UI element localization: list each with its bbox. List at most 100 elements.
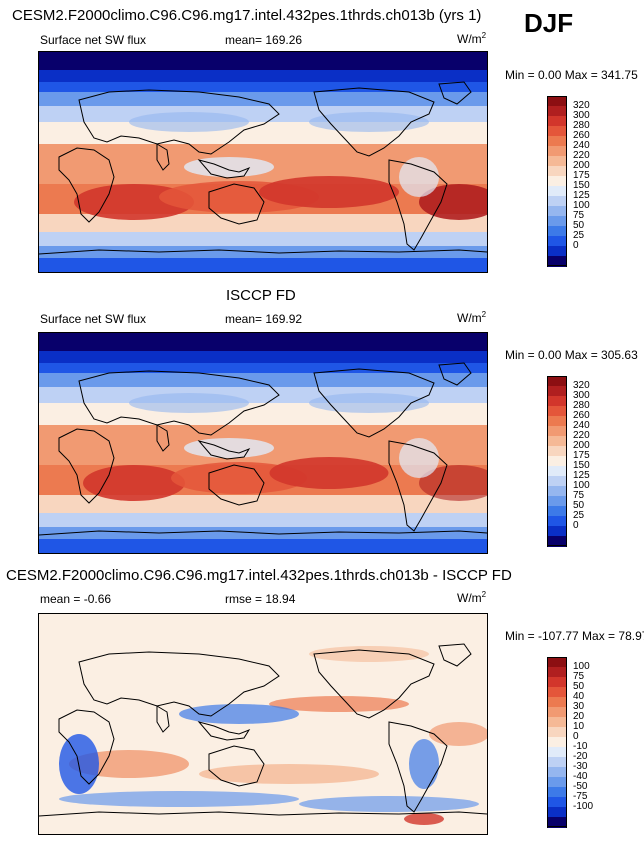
- panel1-units: W/m2: [457, 31, 487, 46]
- colorbar-tick-label: 25: [573, 510, 585, 521]
- coastline: [313, 649, 435, 719]
- colorbar-frame: [547, 657, 567, 827]
- field-blob: [269, 696, 409, 712]
- colorbar-tick-label: 260: [573, 130, 590, 141]
- field-blob: [399, 157, 439, 197]
- field-blob: [199, 764, 379, 784]
- colorbar-tick-label: 220: [573, 430, 590, 441]
- colorbar-tick-label: 25: [573, 230, 585, 241]
- colorbar-tick-label: 220: [573, 150, 590, 161]
- field-band: [39, 232, 487, 246]
- coastline: [197, 440, 251, 460]
- field-band: [39, 373, 487, 387]
- coastline: [39, 811, 487, 817]
- field-band: [39, 70, 487, 82]
- coastline: [197, 159, 251, 179]
- coastline: [388, 159, 448, 251]
- coastline: [78, 370, 280, 436]
- colorbar-tick-label: 50: [573, 681, 585, 692]
- field-blob: [309, 112, 429, 132]
- colorbar-tick-label: 100: [573, 661, 590, 672]
- panel2-mean-label: mean= 169.92: [225, 312, 303, 326]
- colorbar-tick-label: 200: [573, 160, 590, 171]
- colorbar-tick-label: -75: [573, 791, 588, 802]
- field-blob: [59, 791, 299, 807]
- colorbar-tick-label: 200: [573, 440, 590, 451]
- field-band: [39, 539, 487, 553]
- colorbar-tick-label: 240: [573, 420, 590, 431]
- coastline: [388, 440, 448, 532]
- field-blob: [259, 176, 399, 208]
- panel1-colorbar: 320 300 280 260 240 220 200 175 150 125 100 75 50 25 0: [547, 96, 607, 267]
- panel3-colorbar: 100 75 50 40 30 20 10 0 -10 -20 -30 -40 -50 -75 -100: [547, 657, 607, 828]
- panel3-map: [38, 613, 488, 835]
- field-blob: [399, 438, 439, 478]
- coastline: [208, 183, 265, 225]
- colorbar-tick-label: 100: [573, 200, 590, 211]
- colorbar-frame: [547, 96, 567, 266]
- colorbar-tick-label: 150: [573, 460, 590, 471]
- colorbar-tick-label: 280: [573, 400, 590, 411]
- field-blob: [129, 112, 249, 132]
- field-blob: [409, 739, 439, 789]
- field-band: [39, 351, 487, 363]
- colorbar-tick-label: 125: [573, 470, 590, 481]
- colorbar-tick-label: 320: [573, 380, 590, 391]
- colorbar-tick-label: 125: [573, 190, 590, 201]
- panel2-units: W/m2: [457, 310, 487, 325]
- colorbar-tick-label: 150: [573, 180, 590, 191]
- colorbar-tick-label: -40: [573, 771, 588, 782]
- field-blob: [299, 796, 479, 812]
- coastline: [388, 721, 448, 813]
- field-band: [39, 513, 487, 527]
- colorbar-tick-label: 175: [573, 450, 590, 461]
- field-blob: [404, 813, 444, 825]
- coastline: [208, 464, 265, 506]
- colorbar-tick-label: -10: [573, 741, 588, 752]
- field-blob: [309, 393, 429, 413]
- panel1-mean-label: mean= 169.26: [225, 33, 303, 47]
- coastline: [313, 87, 435, 157]
- coastline: [156, 424, 170, 452]
- colorbar-frame: [547, 376, 567, 546]
- panel3-rmse-label: rmse = 18.94: [225, 592, 296, 606]
- field-band: [39, 82, 487, 92]
- coastline: [39, 530, 487, 536]
- colorbar-tick-label: 75: [573, 671, 585, 682]
- coastline: [438, 643, 472, 667]
- colorbar-tick-label: 100: [573, 480, 590, 491]
- colorbar-tick-label: 175: [573, 170, 590, 181]
- panel2-colorbar: 320 300 280 260 240 220 200 175 150 125 100 75 50 25 0: [547, 376, 607, 547]
- colorbar-tick-label: 75: [573, 210, 585, 221]
- colorbar-tick-label: 0: [573, 520, 579, 531]
- panel3-title: CESM2.F2000climo.C96.C96.mg17.intel.432p…: [6, 567, 512, 584]
- panel1-minmax: Min = 0.00 Max = 341.75: [505, 68, 638, 82]
- panel2-minmax: Min = 0.00 Max = 305.63: [505, 348, 638, 362]
- colorbar-tick-label: 10: [573, 721, 585, 732]
- panel2-variable-label: Surface net SW flux: [40, 312, 147, 326]
- field-band: [39, 52, 487, 70]
- colorbar-tick-label: 30: [573, 701, 585, 712]
- field-band: [39, 92, 487, 106]
- colorbar-tick-label: -100: [573, 801, 594, 812]
- coastline: [58, 709, 115, 785]
- colorbar-tick-label: 300: [573, 390, 590, 401]
- field-blob: [129, 393, 249, 413]
- coastline: [39, 249, 487, 255]
- colorbar-tick-label: 280: [573, 120, 590, 131]
- panel1-map: [38, 51, 488, 273]
- panel2-map: [38, 332, 488, 554]
- coastline: [78, 651, 280, 717]
- field-band: [39, 363, 487, 373]
- panel3-minmax: Min = -107.77 Max = 78.97: [505, 629, 644, 643]
- coastline: [313, 368, 435, 438]
- coastline: [156, 705, 170, 733]
- season-label: DJF: [524, 8, 574, 38]
- panel3-units: W/m2: [457, 590, 487, 605]
- coastline: [58, 147, 115, 223]
- field-blob: [269, 457, 389, 489]
- colorbar-tick-label: 20: [573, 711, 585, 722]
- field-blob: [179, 704, 299, 724]
- field-blob: [69, 750, 189, 778]
- colorbar-tick-label: 40: [573, 691, 585, 702]
